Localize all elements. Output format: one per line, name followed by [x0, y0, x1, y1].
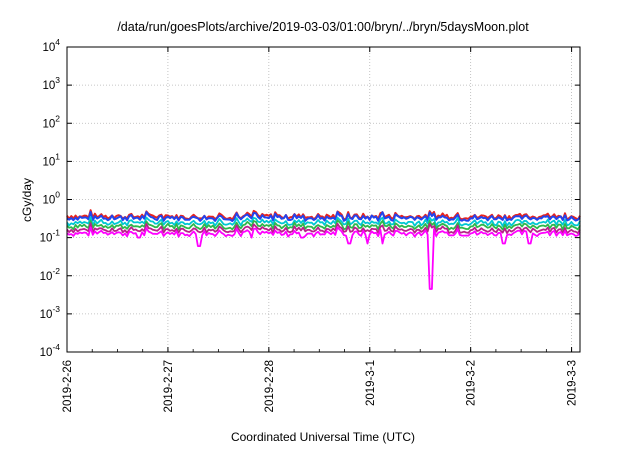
- x-tick-label: 2019-2-27: [163, 360, 175, 412]
- series-layer: [66, 209, 581, 290]
- x-tick-label: 2019-3-1: [365, 360, 377, 406]
- chart-title: /data/run/goesPlots/archive/2019-03-03/0…: [117, 20, 529, 34]
- series-line-6: [66, 226, 581, 290]
- x-axis-label: Coordinated Universal Time (UTC): [231, 430, 415, 444]
- series-line-2: [66, 211, 581, 223]
- series-line-4: [66, 219, 581, 231]
- series-line-5: [66, 222, 581, 234]
- series-line-3: [66, 216, 581, 227]
- y-axis-label: cGy/day: [20, 178, 34, 222]
- x-tick-label: 2019-3-2: [466, 360, 478, 406]
- x-tick-label: 2019-2-28: [264, 360, 276, 412]
- x-tick-label: 2019-3-3: [567, 360, 579, 406]
- x-tick-label: 2019-2-26: [62, 360, 74, 412]
